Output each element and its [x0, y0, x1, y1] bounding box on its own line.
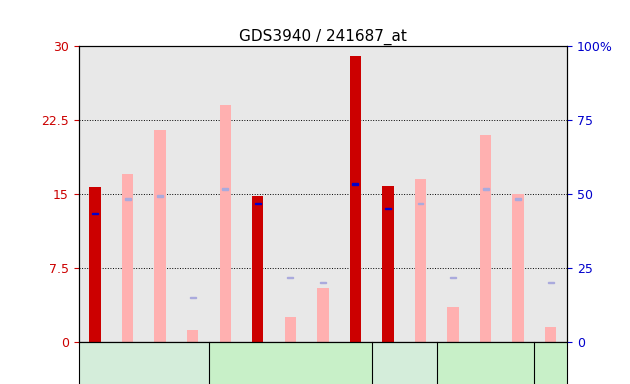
FancyBboxPatch shape [534, 342, 567, 384]
FancyBboxPatch shape [372, 342, 437, 384]
Bar [317, 288, 329, 342]
Bar [255, 203, 261, 205]
Title: GDS3940 / 241687_at: GDS3940 / 241687_at [239, 28, 407, 45]
Bar [512, 194, 524, 342]
Bar [483, 188, 488, 190]
Bar [287, 277, 293, 278]
Bar [515, 198, 521, 200]
Bar [480, 135, 491, 342]
Bar [89, 187, 101, 342]
Bar [415, 179, 427, 342]
Bar [385, 208, 391, 209]
FancyBboxPatch shape [437, 342, 534, 384]
Bar [219, 105, 231, 342]
Bar [122, 174, 134, 342]
Bar [154, 130, 166, 342]
Bar [548, 282, 554, 283]
Bar [353, 183, 358, 185]
Bar [190, 297, 195, 298]
Bar [92, 213, 98, 214]
Bar [450, 277, 456, 278]
Bar [350, 56, 361, 342]
Bar [418, 203, 423, 205]
Bar [222, 188, 228, 190]
FancyBboxPatch shape [209, 342, 372, 384]
Bar [382, 186, 394, 342]
Bar [545, 327, 556, 342]
Bar [187, 330, 198, 342]
Bar [320, 282, 326, 283]
Bar [125, 198, 130, 200]
Bar [447, 307, 459, 342]
Bar [285, 317, 296, 342]
Bar [252, 196, 263, 342]
FancyBboxPatch shape [79, 342, 209, 384]
Bar [158, 195, 163, 197]
